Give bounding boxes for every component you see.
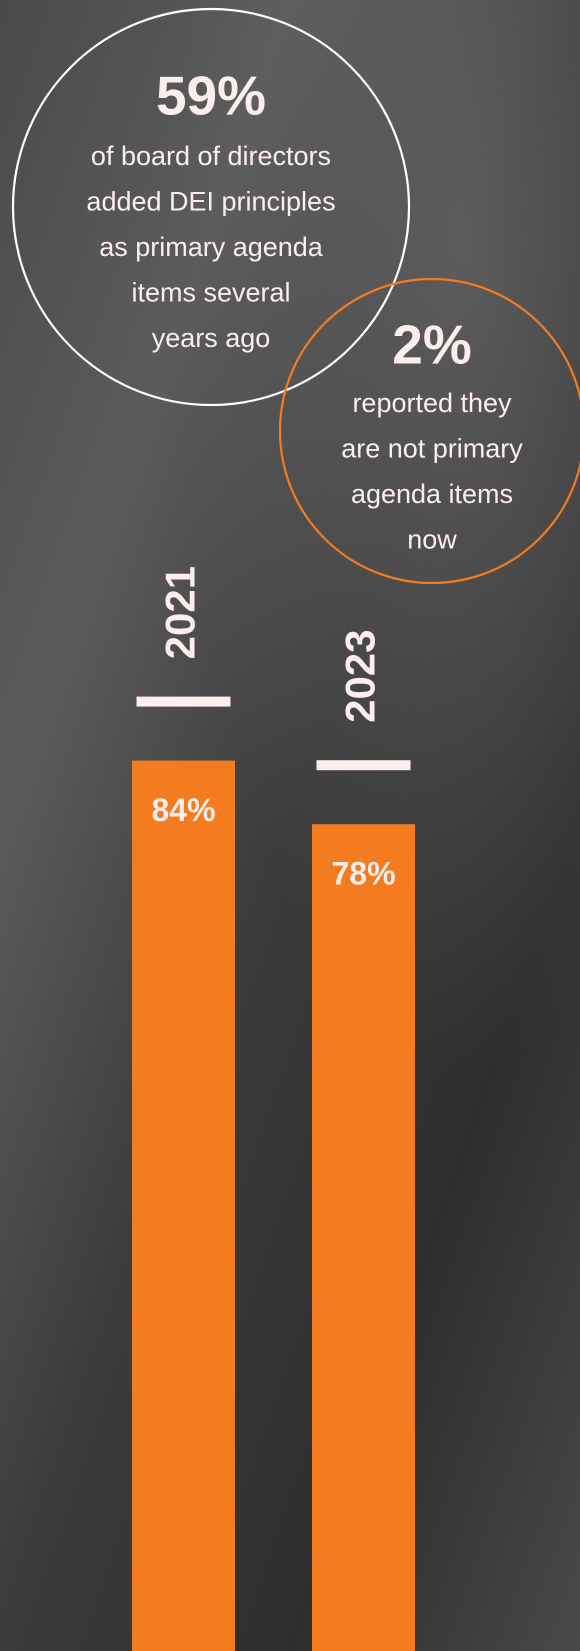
- x-tick-label: 2023: [337, 629, 384, 722]
- bar: [312, 824, 415, 1651]
- stat-headline: 59%: [156, 65, 266, 127]
- stat-text: agenda items: [351, 479, 513, 509]
- x-tick-label: 2021: [157, 566, 204, 659]
- stat-headline: 2%: [392, 314, 472, 376]
- bar-value-label: 84%: [151, 792, 215, 828]
- bar: [132, 760, 235, 1651]
- stat-text: are not primary: [341, 434, 523, 464]
- bar-value-label: 78%: [331, 856, 395, 892]
- stat-text: of board of directors: [91, 141, 331, 171]
- stat-text: items several: [131, 278, 290, 308]
- stat-circle: [278, 277, 580, 585]
- stat-circle: [11, 7, 411, 407]
- stat-text: reported they: [352, 388, 512, 418]
- stat-text: as primary agenda: [99, 232, 324, 262]
- year-underline: [136, 696, 231, 707]
- stat-text: added DEI principles: [86, 187, 335, 217]
- year-underline: [316, 760, 411, 771]
- stat-text: now: [407, 525, 457, 555]
- stat-text: years ago: [152, 323, 271, 353]
